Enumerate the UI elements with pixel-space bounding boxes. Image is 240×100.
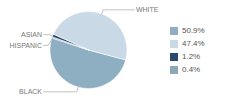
svg-text:BLACK: BLACK (19, 88, 42, 95)
html-text:0.4%: 0.4% (182, 65, 201, 74)
html-text:1.2%: 1.2% (182, 52, 201, 61)
html-text:50.9%: 50.9% (182, 26, 205, 35)
svg-text:HISPANIC: HISPANIC (9, 42, 42, 49)
html-text:47.4%: 47.4% (182, 39, 205, 48)
svg-text:ASIAN: ASIAN (21, 31, 42, 38)
svg-text:WHITE: WHITE (136, 6, 159, 13)
